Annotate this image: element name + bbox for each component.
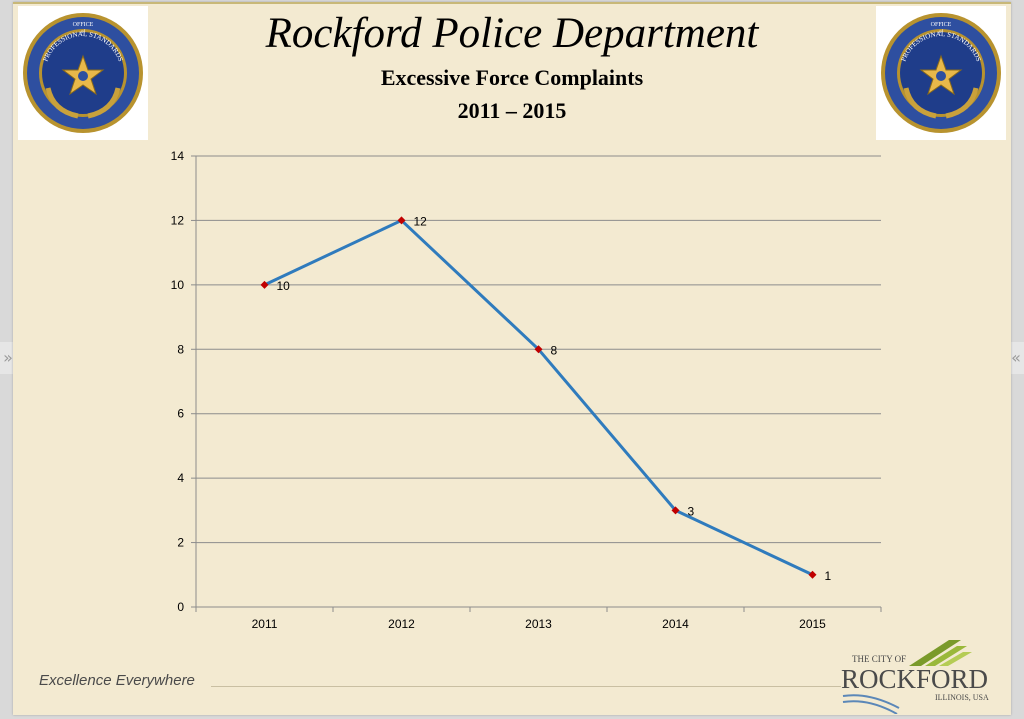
chart-subtitle: Excessive Force Complaints <box>380 65 644 90</box>
svg-text:of: of <box>81 30 86 35</box>
slide: PROFESSIONAL STANDARDS OFFICE of PROFESS… <box>13 2 1011 715</box>
double-chevron-left-icon: « <box>1011 348 1021 367</box>
y-tick-label: 14 <box>171 149 185 163</box>
data-point-marker <box>260 280 269 289</box>
x-tick-label: 2014 <box>662 617 689 631</box>
y-tick-label: 0 <box>177 600 184 614</box>
x-tick-label: 2012 <box>388 617 415 631</box>
badge-star-icon <box>919 54 963 96</box>
y-tick-label: 4 <box>177 471 184 485</box>
slide-top-border <box>13 2 1011 4</box>
data-label: 8 <box>551 343 558 357</box>
data-label: 12 <box>414 214 428 228</box>
data-point-marker <box>397 216 406 225</box>
footer-divider <box>211 686 841 687</box>
series-line <box>263 218 814 577</box>
y-tick-label: 10 <box>171 278 185 292</box>
footer-tagline: Excellence Everywhere <box>39 672 195 689</box>
svg-text:OFFICE: OFFICE <box>73 22 94 28</box>
svg-text:THE CITY OF: THE CITY OF <box>852 654 906 664</box>
data-label: 1 <box>825 569 832 583</box>
data-point-marker <box>671 506 680 515</box>
svg-text:OFFICE: OFFICE <box>931 22 952 28</box>
y-tick-label: 12 <box>171 213 185 227</box>
y-tick-label: 2 <box>177 536 184 550</box>
svg-text:of: of <box>939 30 944 35</box>
svg-text:ROCKFORD: ROCKFORD <box>841 664 988 694</box>
x-tick-label: 2015 <box>799 617 826 631</box>
badge-star-icon <box>61 54 105 96</box>
professional-standards-seal-left: PROFESSIONAL STANDARDS OFFICE of <box>18 6 148 140</box>
prev-slide-button[interactable]: » <box>0 342 16 374</box>
line-chart: 0 2 4 6 8 10 12 14 2011 2012 2013 2014 2015 10 12 8 3 1 <box>171 149 882 631</box>
data-point-marker <box>534 345 543 354</box>
city-of-rockford-logo: THE CITY OF ROCKFORD ILLINOIS, USA <box>839 636 1001 715</box>
double-chevron-right-icon: » <box>3 348 13 367</box>
y-tick-label: 6 <box>177 407 184 421</box>
next-slide-button[interactable]: « <box>1008 342 1024 374</box>
x-tick-label: 2011 <box>252 617 278 631</box>
professional-standards-seal-right: PROFESSIONAL STANDARDS OFFICE of <box>876 6 1006 140</box>
x-tick-label: 2013 <box>525 617 552 631</box>
data-label: 10 <box>277 279 291 293</box>
page-title: Rockford Police Department <box>265 10 759 57</box>
y-tick-label: 8 <box>177 342 184 356</box>
data-point-marker <box>808 570 817 579</box>
data-label: 3 <box>688 504 695 518</box>
chart-years: 2011 – 2015 <box>457 98 567 123</box>
svg-text:ILLINOIS, USA: ILLINOIS, USA <box>935 693 989 702</box>
